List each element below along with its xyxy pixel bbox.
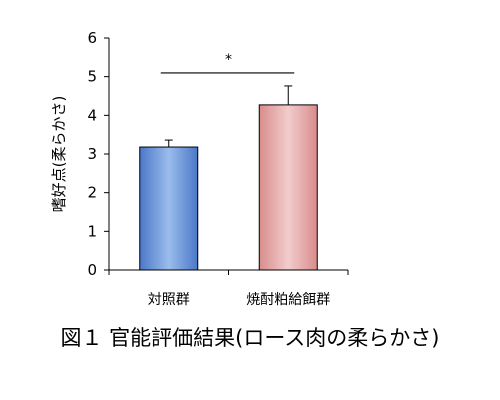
- error-bars: [164, 85, 293, 148]
- y-tick-label: 2: [87, 184, 97, 202]
- y-tick-label: 6: [87, 29, 97, 47]
- y-tick-label: 1: [87, 222, 97, 240]
- significance-marker: *: [225, 52, 232, 68]
- y-axis-title: 嗜好点(柔らかさ): [50, 96, 68, 213]
- y-axis-ticks: 0 1 2 3 4 5 6: [87, 29, 349, 279]
- category-label: 焼酎粕給餌群: [246, 291, 330, 308]
- bars: [139, 104, 318, 271]
- y-tick-label: 3: [87, 145, 97, 163]
- y-tick-label: 5: [87, 68, 97, 86]
- chart: 0 1 2 3 4 5 6 対照群 焼酎粕給餌群 * 嗜好点(柔らかさ): [50, 29, 349, 308]
- category-label: 対照群: [148, 292, 190, 308]
- y-tick-label: 4: [87, 106, 97, 124]
- figure-caption: 図１ 官能評価結果(ロース肉の柔らかさ): [60, 326, 440, 350]
- x-axis-labels: 対照群 焼酎粕給餌群: [148, 291, 331, 308]
- y-tick-label: 0: [87, 261, 97, 279]
- bar: [258, 104, 318, 271]
- bar: [139, 146, 199, 271]
